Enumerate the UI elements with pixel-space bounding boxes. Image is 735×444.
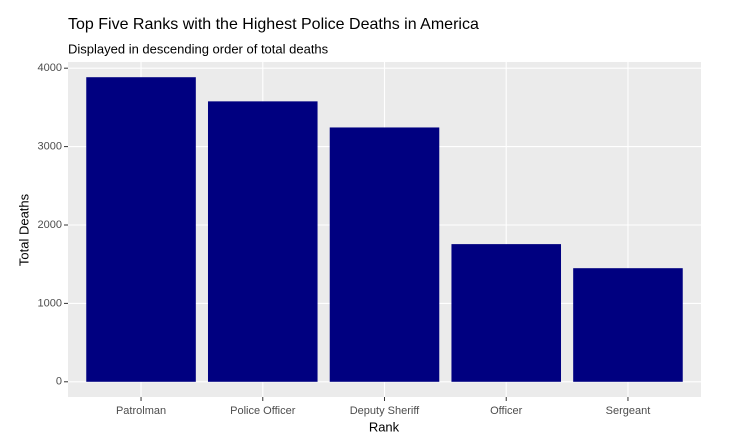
y-tick-label: 0 <box>56 376 62 388</box>
y-axis-label: Total Deaths <box>16 193 31 266</box>
x-axis-label: Rank <box>369 419 400 434</box>
y-tick-label: 2000 <box>38 219 62 231</box>
bar <box>451 244 562 382</box>
x-tick-label: Deputy Sheriff <box>350 405 420 417</box>
bar <box>207 101 318 382</box>
x-tick-label: Patrolman <box>116 405 166 417</box>
bar <box>573 268 683 382</box>
chart-title: Top Five Ranks with the Highest Police D… <box>68 16 479 33</box>
y-tick-label: 1000 <box>38 297 62 309</box>
x-tick-label: Police Officer <box>230 405 296 417</box>
bar <box>86 77 196 382</box>
bar <box>329 127 440 382</box>
chart-subtitle: Displayed in descending order of total d… <box>68 41 329 56</box>
y-tick-label: 3000 <box>38 140 62 152</box>
x-tick-label: Sergeant <box>606 405 651 417</box>
x-tick-label: Officer <box>490 405 523 417</box>
y-tick-label: 4000 <box>38 62 62 74</box>
